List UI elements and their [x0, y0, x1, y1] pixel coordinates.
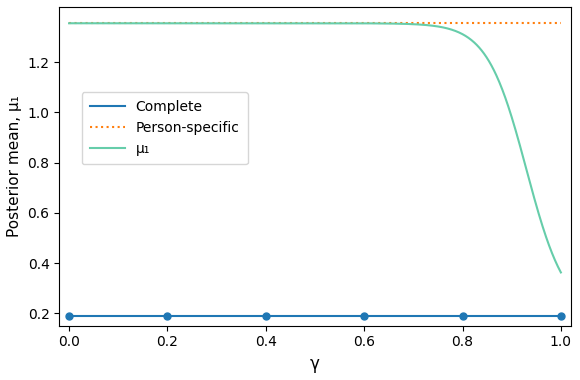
Complete — [557, 314, 564, 318]
Complete — [66, 314, 72, 318]
Legend: Complete, Person-specific, μ₁: Complete, Person-specific, μ₁ — [82, 92, 248, 165]
Person-specific — [282, 21, 289, 25]
X-axis label: γ: γ — [310, 355, 320, 373]
Complete — [116, 314, 123, 318]
μ₁ — [458, 31, 465, 36]
Person-specific — [403, 21, 410, 25]
Complete — [282, 314, 289, 318]
μ₁ — [264, 21, 271, 25]
Person-specific — [449, 21, 456, 25]
Complete — [403, 314, 410, 318]
μ₁ — [116, 21, 123, 25]
Person-specific — [116, 21, 123, 25]
μ₁ — [403, 22, 410, 26]
μ₁ — [282, 21, 289, 25]
Complete — [449, 314, 456, 318]
Person-specific — [66, 21, 72, 25]
Person-specific — [557, 21, 564, 25]
Line: μ₁: μ₁ — [69, 23, 561, 272]
Y-axis label: Posterior mean, μ₁: Posterior mean, μ₁ — [7, 95, 22, 237]
μ₁ — [66, 21, 72, 25]
μ₁ — [557, 270, 564, 275]
Person-specific — [458, 21, 465, 25]
Person-specific — [264, 21, 271, 25]
μ₁ — [449, 28, 456, 32]
Complete — [264, 314, 271, 318]
Complete — [458, 314, 465, 318]
